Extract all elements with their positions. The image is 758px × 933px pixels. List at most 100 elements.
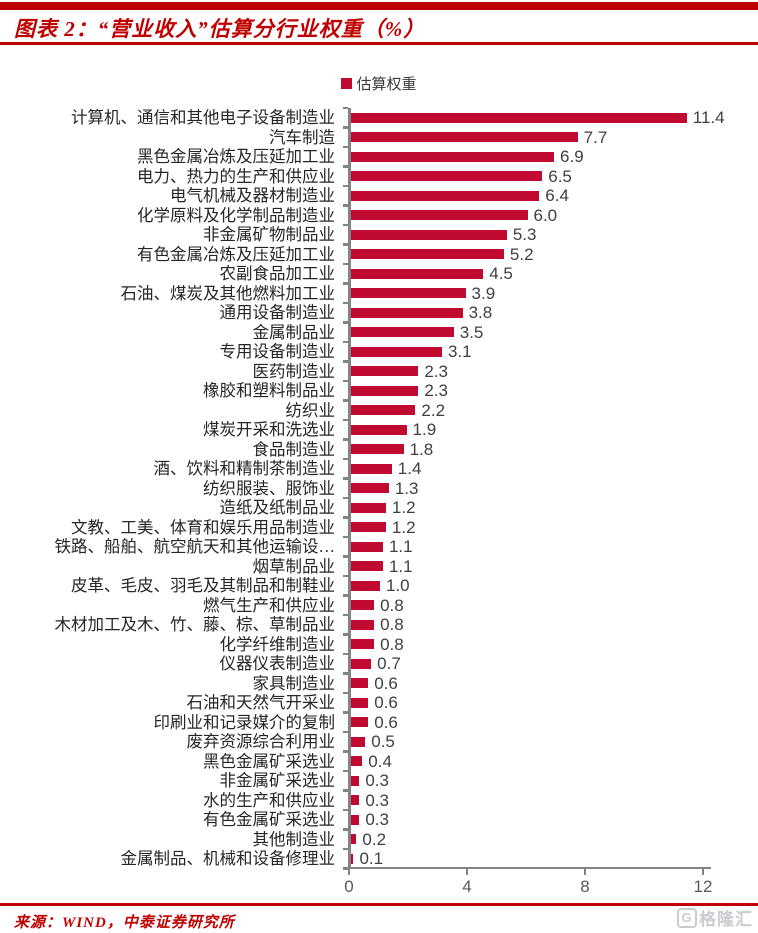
bar-track: 0.8 [342,596,758,616]
category-label: 食品制造业 [252,439,336,459]
bar [350,463,392,474]
x-axis-tick [465,869,469,875]
category-label: 石油、煤炭及其他燃料加工业 [120,283,336,303]
y-axis-tick [342,165,348,168]
x-axis-line [349,866,711,869]
y-axis-tick [342,360,348,363]
value-label: 3.1 [447,342,472,362]
chart-row: 有色金属矿采选业 0.3 [0,810,758,830]
category-label: 非金属矿采选业 [219,771,336,790]
chart-row: 金属制品业 3.5 [0,323,758,343]
chart-row: 石油、煤炭及其他燃料加工业 3.9 [0,284,758,304]
bar-track: 0.4 [342,752,758,772]
category-label: 水的生产和供应业 [203,790,335,810]
y-axis-tick [342,594,348,597]
value-label: 0.3 [365,790,389,810]
bar-track: 0.3 [342,810,758,830]
value-label: 1.2 [391,498,416,518]
bar [350,639,375,650]
chart-row: 水的生产和供应业 0.3 [0,791,758,811]
bar-track: 0.3 [342,791,758,811]
category-label: 有色金属冶炼及压延加工业 [137,244,335,264]
x-axis-tick [347,869,351,875]
category-label: 汽车制造 [269,127,335,147]
bar [350,756,363,767]
chart-row: 汽车制造 7.7 [0,128,758,148]
chart-row: 木材加工及木、竹、藤、棕、草制品业 0.8 [0,615,758,635]
chart-rows: 计算机、通信和其他电子设备制造业 11.4 汽车制造 7.7 黑色金属冶炼及压延… [0,108,758,869]
bar [350,132,578,143]
y-axis-tick [342,789,348,792]
bar [350,307,463,318]
chart-row: 专用设备制造业 3.1 [0,342,758,362]
y-axis-tick [342,282,348,285]
chart-row: 计算机、通信和其他电子设备制造业 11.4 [0,108,758,128]
bar [350,580,380,591]
bar [350,834,357,845]
y-axis-tick [342,633,348,636]
category-label: 石油和天然气开采业 [186,693,336,712]
x-axis-tick-label: 4 [462,876,472,896]
category-label: 农副食品加工业 [219,264,336,283]
value-label: 2.2 [421,400,446,420]
value-label: 0.8 [380,634,404,654]
bar-track: 1.2 [342,518,758,538]
x-axis-tick-label: 0 [344,876,354,896]
y-axis-tick [342,535,348,538]
source-text: 来源：WIND，中泰证券研究所 [14,915,235,931]
category-label: 烟草制品业 [252,556,336,576]
category-label: 文教、工美、体育和娱乐用品制造业 [71,517,335,537]
y-axis-tick [342,204,348,207]
bar-track: 0.5 [342,732,758,752]
y-axis-tick [342,106,348,109]
value-label: 1.8 [409,439,434,459]
y-axis-tick [342,184,348,187]
y-axis-tick [342,769,348,772]
bar-track: 5.2 [342,245,758,265]
bar [350,112,687,123]
bar [350,190,540,201]
category-label: 酒、饮料和精制茶制造业 [153,459,336,478]
bar-track: 3.8 [342,303,758,323]
category-label: 金属制品、机械和设备修理业 [120,849,336,868]
category-label: 其他制造业 [252,829,336,849]
chart-row: 煤炭开采和洗选业 1.9 [0,420,758,440]
chart-row: 非金属矿采选业 0.3 [0,771,758,791]
chart-row: 食品制造业 1.8 [0,440,758,460]
y-axis-tick [342,711,348,714]
value-label: 0.8 [380,615,404,635]
y-axis-tick [342,555,348,558]
category-label: 家具制造业 [252,673,336,693]
bar-track: 3.5 [342,323,758,343]
value-label: 1.2 [391,517,416,537]
value-label: 0.6 [374,673,398,693]
bar-track: 0.8 [342,635,758,655]
value-label: 7.7 [583,127,608,147]
category-label: 废弃资源综合利用业 [186,732,336,751]
bar-track: 0.6 [342,674,758,694]
bar-track: 0.8 [342,615,758,635]
y-axis-tick [342,867,348,870]
bar [350,541,383,552]
value-label: 1.3 [394,478,419,498]
category-label: 印刷业和记录媒介的复制 [153,712,336,732]
category-label: 医药制造业 [252,361,336,381]
value-label: 0.8 [380,595,404,615]
y-axis-tick [342,828,348,831]
chart-row: 黑色金属冶炼及压延加工业 6.9 [0,147,758,167]
chart-row: 电气机械及器材制造业 6.4 [0,186,758,206]
y-axis-tick [342,438,348,441]
bar [350,775,360,786]
value-label: 2.3 [424,361,448,381]
category-label: 燃气生产和供应业 [203,595,335,615]
bar [350,229,507,240]
y-axis-tick [342,691,348,694]
category-label: 造纸及纸制品业 [219,498,336,517]
y-axis-tick [342,496,348,499]
value-label: 1.1 [388,537,413,557]
bar [350,444,404,455]
bar-track: 0.6 [342,693,758,713]
value-label: 0.3 [365,810,389,830]
bar [350,288,466,299]
value-label: 3.5 [459,322,484,342]
